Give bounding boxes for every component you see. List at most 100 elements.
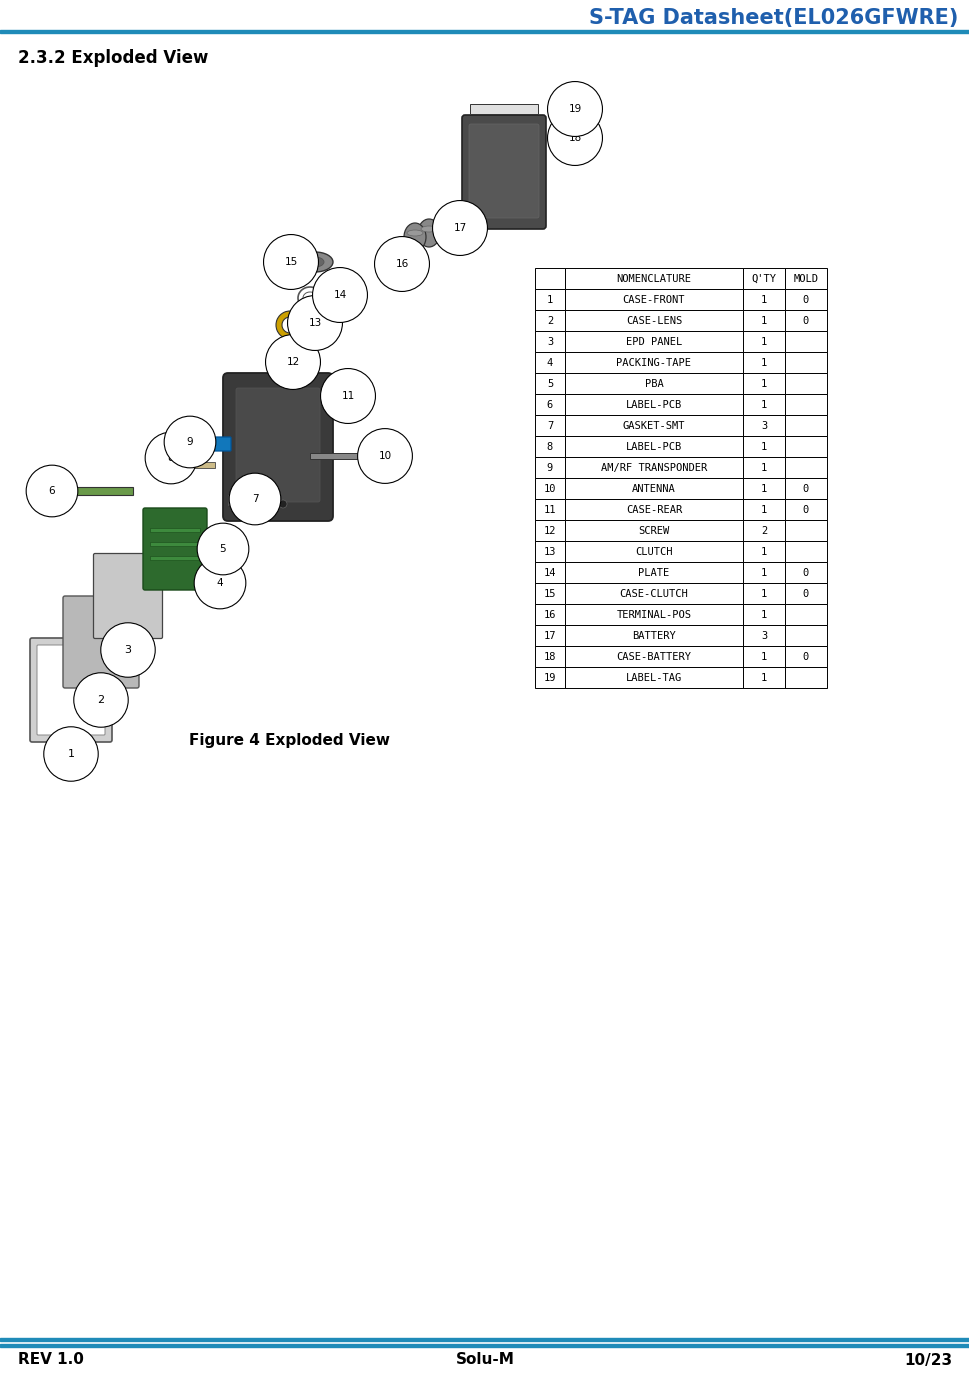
Text: 1: 1 — [760, 588, 766, 599]
Bar — [228, 495, 243, 506]
Text: 4: 4 — [547, 357, 552, 367]
Text: 3: 3 — [547, 337, 552, 346]
Bar — [784, 605, 827, 625]
Bar — [742, 519, 784, 541]
Bar — [535, 289, 564, 311]
FancyBboxPatch shape — [30, 638, 111, 742]
Text: 11: 11 — [544, 504, 555, 514]
Bar — [470, 104, 538, 114]
Text: 4: 4 — [216, 578, 223, 588]
Bar — [784, 415, 827, 436]
Text: LABEL-PCB: LABEL-PCB — [625, 400, 681, 409]
Text: 1: 1 — [760, 357, 766, 367]
Bar — [564, 394, 742, 415]
Bar — [784, 289, 827, 311]
Bar — [742, 562, 784, 583]
Bar — [784, 268, 827, 289]
Text: 1: 1 — [760, 400, 766, 409]
Text: 10: 10 — [378, 451, 391, 462]
Text: SCREW: SCREW — [638, 525, 669, 536]
Text: 1: 1 — [760, 484, 766, 493]
Ellipse shape — [407, 229, 422, 236]
Ellipse shape — [431, 214, 453, 243]
Text: 1: 1 — [760, 463, 766, 473]
Bar — [150, 541, 200, 545]
Bar — [564, 311, 742, 331]
Text: 1: 1 — [760, 672, 766, 683]
Text: 9: 9 — [186, 437, 193, 447]
Text: 1: 1 — [760, 294, 766, 305]
Bar — [742, 436, 784, 458]
Bar — [564, 519, 742, 541]
Text: 1: 1 — [760, 316, 766, 326]
Bar — [742, 666, 784, 688]
Bar — [784, 625, 827, 646]
Bar — [784, 352, 827, 372]
Text: 1: 1 — [760, 567, 766, 577]
Text: GASKET-SMT: GASKET-SMT — [622, 420, 684, 430]
Text: 5: 5 — [547, 378, 552, 389]
Text: TERMINAL-POS: TERMINAL-POS — [616, 610, 691, 620]
Text: 2: 2 — [97, 695, 105, 705]
Text: 0: 0 — [802, 294, 808, 305]
Bar — [0, 1344, 969, 1347]
Bar — [742, 372, 784, 394]
Bar — [564, 646, 742, 666]
Bar — [150, 528, 200, 532]
Bar — [535, 436, 564, 458]
Text: NOMENCLATURE: NOMENCLATURE — [616, 273, 691, 283]
Bar — [200, 565, 239, 570]
Bar — [742, 415, 784, 436]
Bar — [535, 415, 564, 436]
Text: 3: 3 — [760, 420, 766, 430]
Text: 0: 0 — [802, 484, 808, 493]
Text: 16: 16 — [544, 610, 555, 620]
Bar — [742, 583, 784, 605]
Bar — [564, 605, 742, 625]
Bar — [535, 562, 564, 583]
Bar — [742, 331, 784, 352]
Bar — [185, 462, 215, 469]
Bar — [742, 268, 784, 289]
Bar — [564, 268, 742, 289]
Text: AM/RF TRANSPONDER: AM/RF TRANSPONDER — [600, 463, 706, 473]
Text: 6: 6 — [547, 400, 552, 409]
Ellipse shape — [305, 257, 324, 267]
Text: 0: 0 — [802, 651, 808, 661]
Bar — [742, 289, 784, 311]
Bar — [564, 436, 742, 458]
Bar — [784, 519, 827, 541]
Text: 6: 6 — [48, 486, 55, 496]
Bar — [784, 478, 827, 499]
Text: 1: 1 — [760, 504, 766, 514]
Bar — [564, 625, 742, 646]
Bar — [564, 541, 742, 562]
Bar — [0, 30, 969, 33]
Circle shape — [279, 500, 287, 508]
Bar — [742, 458, 784, 478]
Bar — [535, 499, 564, 519]
FancyBboxPatch shape — [37, 644, 105, 735]
Text: 0: 0 — [802, 504, 808, 514]
Bar — [380, 257, 388, 271]
Text: 3: 3 — [760, 631, 766, 640]
Bar — [742, 394, 784, 415]
FancyBboxPatch shape — [142, 508, 206, 589]
Text: REV 1.0: REV 1.0 — [18, 1352, 83, 1367]
Bar — [564, 499, 742, 519]
Bar — [535, 478, 564, 499]
Bar — [564, 583, 742, 605]
Bar — [535, 268, 564, 289]
Text: EPD PANEL: EPD PANEL — [625, 337, 681, 346]
Bar — [150, 556, 200, 561]
Text: CLUTCH: CLUTCH — [635, 547, 672, 556]
Text: PACKING-TAPE: PACKING-TAPE — [616, 357, 691, 367]
Text: 0: 0 — [802, 567, 808, 577]
Bar — [564, 289, 742, 311]
Text: 1: 1 — [760, 547, 766, 556]
Bar — [784, 458, 827, 478]
Text: 17: 17 — [453, 223, 466, 234]
Bar — [742, 605, 784, 625]
Bar — [535, 666, 564, 688]
Text: BATTERY: BATTERY — [632, 631, 675, 640]
